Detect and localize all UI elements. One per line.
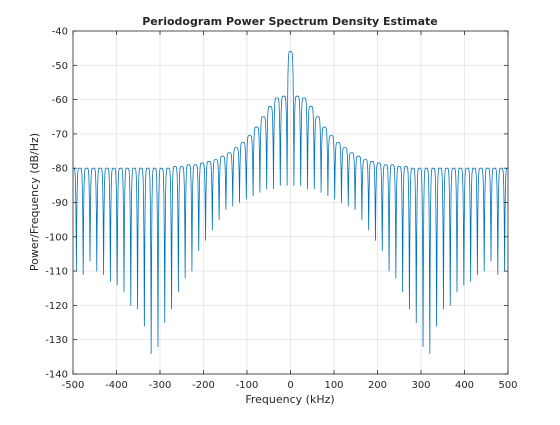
y-axis-label: Power/Frequency (dB/Hz) [28, 133, 41, 271]
x-tick-label: -200 [192, 380, 215, 391]
x-tick-label: -100 [236, 380, 259, 391]
y-tick-label: -50 [52, 61, 68, 72]
y-tick-label: -80 [52, 164, 68, 175]
x-tick-label: 500 [498, 380, 517, 391]
y-tick-label: -130 [45, 335, 68, 346]
y-tick-label: -110 [45, 267, 68, 278]
psd-series-line [73, 51, 508, 354]
y-tick-label: -140 [45, 370, 68, 381]
x-tick-label: -400 [105, 380, 128, 391]
y-tick-label: -100 [45, 232, 68, 243]
x-tick-label: -300 [149, 380, 172, 391]
y-tick-label: -90 [52, 198, 68, 209]
x-tick-label: 100 [324, 380, 343, 391]
y-tick-label: -40 [52, 27, 68, 38]
x-axis-label: Frequency (kHz) [245, 393, 334, 406]
x-tick-label: 300 [411, 380, 430, 391]
y-tick-label: -70 [52, 129, 68, 140]
y-tick-label: -60 [52, 95, 68, 106]
plot-area [73, 51, 508, 354]
chart-title: Periodogram Power Spectrum Density Estim… [142, 15, 438, 28]
ticks: -500 -400 -300 -200 -100 0 100 200 300 400 500 -140… [45, 27, 517, 392]
x-tick-label: 200 [368, 380, 387, 391]
x-tick-label: -500 [62, 380, 85, 391]
x-tick-label: 400 [455, 380, 474, 391]
y-tick-label: -120 [45, 301, 68, 312]
x-tick-label: 0 [287, 380, 293, 391]
